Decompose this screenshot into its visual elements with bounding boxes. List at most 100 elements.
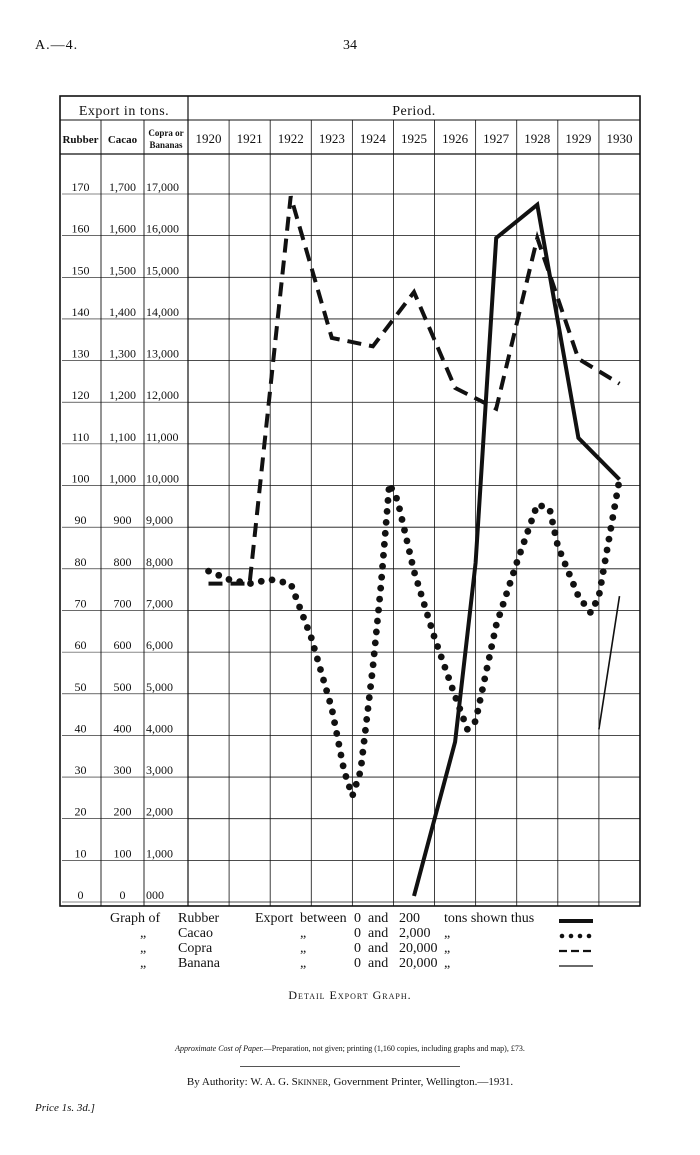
price-note: Price 1s. 3d.]: [35, 1102, 95, 1114]
cacao-point: [352, 780, 360, 788]
cacao-point: [307, 634, 315, 642]
tick-rubber-0: 0: [78, 888, 84, 902]
cacao-point: [441, 663, 449, 671]
cacao-point: [383, 508, 391, 515]
cacao-point: [367, 683, 374, 691]
tick-cacao-1,100: 1,100: [109, 430, 136, 444]
cacao-point: [546, 507, 554, 515]
cacao-point: [370, 650, 378, 658]
legend-cacao-high: 2,000: [399, 926, 431, 941]
tick-cacao-300: 300: [114, 763, 132, 777]
cacao-point: [549, 518, 556, 526]
cacao-point: [362, 726, 369, 734]
tick-rubber-10: 10: [75, 846, 87, 860]
cacao-point: [363, 715, 371, 723]
tick-copra-2,000: 2,000: [146, 805, 173, 819]
cacao-point: [538, 502, 546, 510]
cacao-point: [591, 600, 599, 607]
cacao-point: [601, 557, 609, 565]
cacao-point: [236, 578, 244, 586]
series-lines: [205, 195, 622, 897]
tick-rubber-50: 50: [75, 680, 87, 694]
tick-copra-5,000: 5,000: [146, 680, 173, 694]
year-label-1922: 1922: [278, 131, 304, 146]
tick-rubber-130: 130: [72, 347, 90, 361]
cacao-point: [615, 481, 622, 489]
export-in-tons-header: Export in tons.: [79, 104, 169, 119]
cacao-point: [528, 517, 535, 525]
cacao-point: [420, 601, 428, 608]
cacao-point: [320, 676, 327, 684]
cacao-point: [377, 584, 385, 592]
tick-cacao-700: 700: [114, 596, 132, 610]
tick-cacao-1,700: 1,700: [109, 180, 136, 194]
year-label-1923: 1923: [319, 131, 345, 146]
divider-rule: [240, 1066, 460, 1067]
cacao-point: [492, 621, 500, 629]
cacao-point: [384, 497, 392, 504]
cacao-point: [368, 672, 376, 680]
cacao-point: [580, 600, 588, 607]
cacao-point: [364, 705, 372, 712]
tick-copra-12,000: 12,000: [146, 388, 179, 402]
cacao-point: [551, 529, 559, 537]
col-header-rubber: Rubber: [62, 134, 98, 146]
tick-cacao-500: 500: [114, 680, 132, 694]
cacao-point: [378, 573, 386, 581]
tick-rubber-30: 30: [75, 763, 87, 777]
cacao-point: [358, 759, 365, 767]
cacao-point: [437, 653, 445, 661]
cacao-point: [599, 568, 607, 576]
cacao-point: [471, 718, 479, 726]
legend-rubber-verb: Export: [255, 911, 294, 926]
legend-swatch-cacao: [559, 933, 592, 939]
cacao-point: [488, 643, 496, 651]
legend-cacao-lead: „: [140, 926, 147, 941]
cacao-point: [424, 611, 431, 619]
table-header: Export in tons. Period. Rubber Cacao Copra o…: [62, 104, 632, 150]
year-label-1929: 1929: [565, 131, 591, 146]
legend-dot: [559, 933, 565, 939]
legend-swatch-banana: [559, 965, 593, 967]
tick-rubber-170: 170: [72, 180, 90, 194]
cacao-point: [296, 603, 303, 611]
cacao-point: [531, 507, 539, 514]
cacao-point: [427, 622, 435, 629]
chart-frame: [59, 95, 641, 907]
cacao-point: [553, 540, 561, 547]
legend-copra-high: 20,000: [399, 941, 438, 956]
cacao-point: [478, 686, 486, 694]
col-header-cacao: Cacao: [108, 134, 138, 146]
legend-copra-low: 0: [354, 941, 361, 956]
year-label-1930: 1930: [606, 131, 632, 146]
tick-copra-11,000: 11,000: [146, 430, 179, 444]
cacao-point: [474, 707, 482, 715]
tick-copra-15,000: 15,000: [146, 263, 179, 277]
cacao-point: [372, 628, 380, 636]
cacao-point: [303, 624, 311, 631]
cacao-point: [586, 608, 594, 616]
cacao-point: [393, 494, 400, 502]
cacao-point: [380, 540, 388, 548]
tick-cacao-1,300: 1,300: [109, 347, 136, 361]
cacao-point: [388, 484, 396, 492]
cacao-point: [561, 560, 569, 568]
cacao-point: [292, 593, 300, 601]
cacao-point: [460, 715, 467, 723]
col-header-copra: Copra or: [148, 128, 183, 138]
cacao-point: [339, 762, 347, 770]
legend-rubber-and: and: [368, 911, 389, 926]
tick-cacao-900: 900: [114, 513, 132, 527]
year-label-1926: 1926: [442, 131, 469, 146]
tick-copra-16,000: 16,000: [146, 222, 179, 236]
cacao-point: [300, 613, 307, 621]
grid: [59, 95, 641, 907]
cacao-point: [215, 571, 223, 579]
cacao-point: [485, 653, 493, 661]
cacao-point: [565, 570, 573, 578]
tick-copra-8,000: 8,000: [146, 555, 173, 569]
cacao-point: [342, 773, 350, 780]
cacao-point: [314, 655, 321, 663]
col-header-bananas: Bananas: [149, 140, 183, 150]
